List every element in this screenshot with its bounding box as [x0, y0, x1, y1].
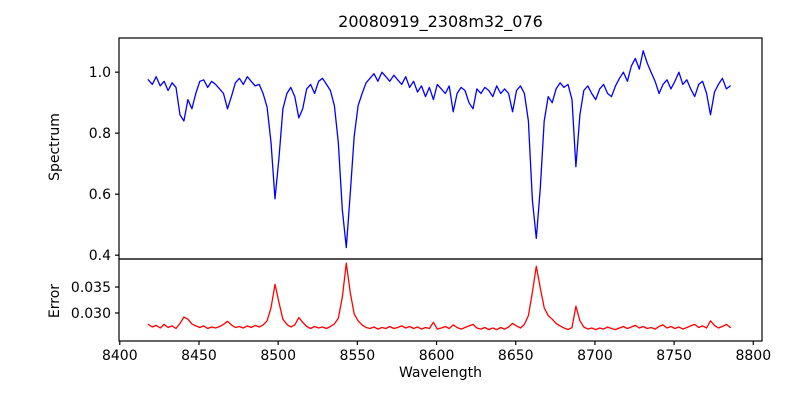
error-y-axis-label: Error [47, 283, 63, 319]
wavelength-x-axis-label: Wavelength [398, 365, 483, 381]
x-tick-label: 8600 [419, 348, 455, 364]
x-tick-label: 8550 [340, 348, 376, 364]
chart-title: 20080919_2308m32_076 [338, 12, 543, 31]
error-line [147, 262, 731, 331]
top-y-tick-label: 0.8 [89, 126, 111, 142]
x-tick-label: 8750 [656, 348, 692, 364]
top-axes-frame [118, 37, 763, 260]
x-tick-label: 8650 [498, 348, 534, 364]
x-tick-label: 8500 [260, 348, 296, 364]
bottom-y-tick-label: 0.035 [71, 280, 111, 296]
spectrum-line [147, 50, 731, 249]
spectrum-y-axis-label: Spectrum [47, 113, 63, 181]
bottom-axes-frame [118, 258, 763, 342]
top-y-tick-label: 0.4 [89, 248, 111, 264]
top-y-tick-label: 0.6 [89, 187, 111, 203]
bottom-y-tick-label: 0.030 [71, 306, 111, 322]
x-tick-label: 8800 [735, 348, 771, 364]
x-tick-label: 8400 [102, 348, 138, 364]
x-tick-label: 8450 [181, 348, 217, 364]
top-y-tick-label: 1.0 [89, 65, 111, 81]
x-tick-label: 8700 [577, 348, 613, 364]
